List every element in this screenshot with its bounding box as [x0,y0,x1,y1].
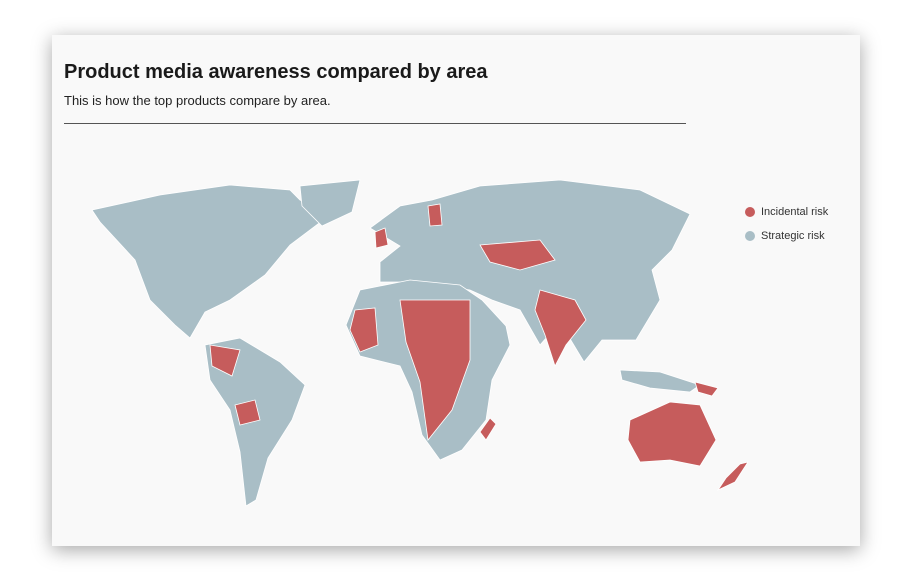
legend-label: Strategic risk [761,230,825,242]
region-colombia [209,344,241,377]
title: Product media awareness compared by area [64,61,488,83]
south-america [204,337,306,507]
legend-marker [745,207,755,217]
subtitle: This is how the top products compare by … [64,93,331,108]
legend: Incidental risk Strategic risk [745,206,829,242]
region-west-africa [349,307,379,353]
strategic-regions [91,179,701,507]
region-bolivia [234,399,261,426]
divider [64,123,686,124]
region-india [534,289,587,368]
region-australia [627,401,717,467]
legend-marker [745,231,755,241]
region-uk [374,227,389,249]
north-america [91,184,331,339]
incidental-regions [209,203,749,491]
legend-label: Incidental risk [761,206,829,218]
region-new-zealand [716,461,749,491]
region-png [694,381,719,397]
region-finland [427,203,443,227]
greenland [299,179,361,227]
region-central-asia [479,239,556,271]
region-madagascar [479,417,497,441]
region-central-africa [399,299,471,441]
southeast-asia-islands [619,369,701,393]
